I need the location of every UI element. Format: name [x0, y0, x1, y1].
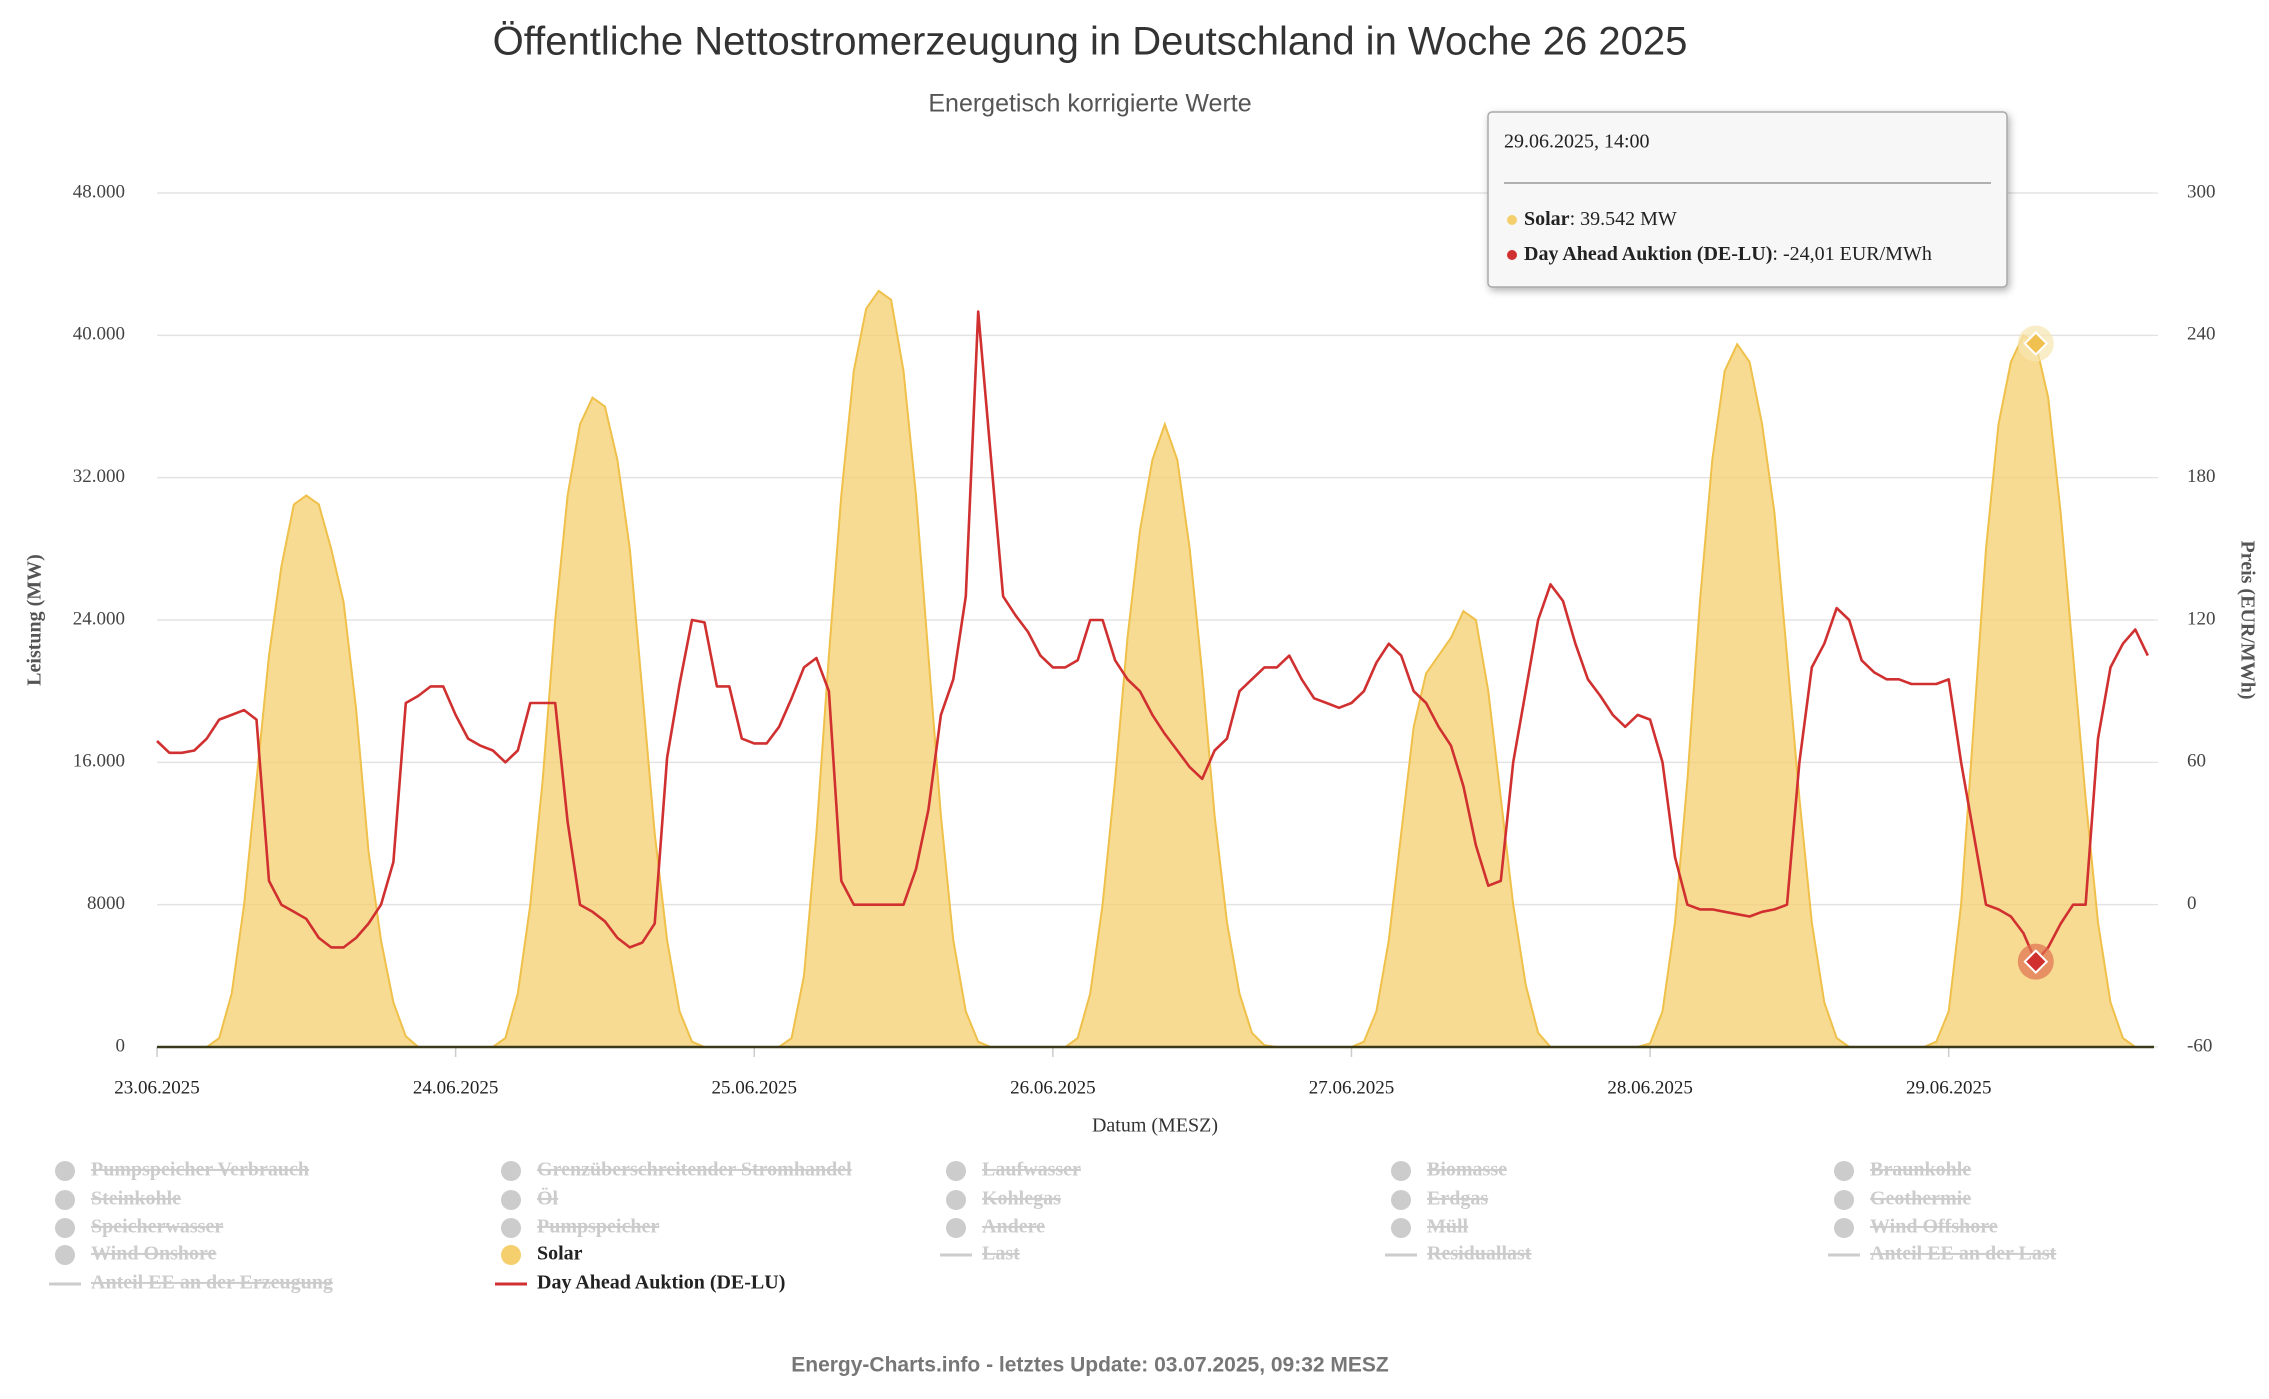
hover-marker: [2023, 331, 2049, 356]
legend-symbol[interactable]: [946, 1161, 966, 1181]
legend-symbol[interactable]: [55, 1161, 75, 1181]
legend-symbol[interactable]: [55, 1218, 75, 1238]
y-tick-label: 32.000: [73, 466, 125, 487]
y-tick-label: 24.000: [73, 608, 125, 629]
legend-symbol[interactable]: [1391, 1190, 1411, 1210]
legend-label[interactable]: Biomasse: [1427, 1159, 1507, 1181]
legend-label[interactable]: Öl: [537, 1187, 559, 1210]
legend-symbol[interactable]: [1391, 1161, 1411, 1181]
x-tick-label: 28.06.2025: [1607, 1077, 1693, 1098]
legend-label[interactable]: Wind Onshore: [91, 1243, 217, 1265]
legend-label[interactable]: Andere: [982, 1216, 1045, 1238]
legend-label[interactable]: Last: [982, 1243, 1020, 1265]
legend-symbol[interactable]: [946, 1190, 966, 1210]
legend-symbol[interactable]: [946, 1218, 966, 1238]
tooltip-dot: [1507, 250, 1517, 260]
tooltip-box: [1487, 111, 2008, 288]
legend-symbol[interactable]: [55, 1190, 75, 1210]
legend-label[interactable]: Grenzüberschreitender Stromhandel: [537, 1159, 852, 1181]
x-axis-title: Datum (MESZ): [1092, 1115, 1218, 1137]
y2-tick-label: 180: [2187, 466, 2216, 487]
legend-label[interactable]: Pumpspeicher Verbrauch: [91, 1159, 309, 1181]
legend-label[interactable]: Müll: [1427, 1216, 1469, 1238]
y2-tick-label: 240: [2187, 324, 2216, 345]
y2-tick-label: 0: [2187, 893, 2197, 914]
y-tick-label: 16.000: [73, 751, 125, 772]
legend-label[interactable]: Erdgas: [1427, 1188, 1488, 1210]
y-tick-label: 0: [116, 1035, 126, 1056]
legend-label[interactable]: Pumpspeicher: [537, 1216, 659, 1238]
x-tick-label: 25.06.2025: [711, 1077, 797, 1098]
chart-subtitle: Energetisch korrigierte Werte: [928, 90, 1251, 118]
legend-symbol[interactable]: [501, 1190, 521, 1210]
y2-tick-label: -60: [2187, 1035, 2212, 1056]
legend-label[interactable]: Laufwasser: [982, 1159, 1081, 1181]
legend-label[interactable]: Wind Offshore: [1870, 1216, 1998, 1238]
chart-title: Öffentliche Nettostromerzeugung in Deuts…: [493, 20, 1688, 64]
y2-tick-label: 120: [2187, 608, 2216, 629]
x-tick-label: 29.06.2025: [1906, 1077, 1992, 1098]
tooltip-value: : 39.542 MW: [1570, 208, 1677, 230]
legend-label[interactable]: Day Ahead Auktion (DE-LU): [537, 1272, 785, 1294]
y-tick-label: 8000: [87, 893, 125, 914]
tooltip-title: 29.06.2025, 14:00: [1504, 131, 1650, 153]
y-tick-label: 48.000: [73, 181, 125, 202]
tooltip-value: : -24,01 EUR/MWh: [1772, 243, 1931, 265]
line: [156, 310, 2149, 963]
legend-symbol[interactable]: [55, 1245, 75, 1265]
tooltip-series-name: Day Ahead Auktion (DE-LU): [1524, 243, 1772, 265]
y2-axis-title: Preis (EUR/MWh): [2236, 540, 2258, 699]
legend-label[interactable]: Anteil EE an der Erzeugung: [91, 1272, 333, 1294]
tooltip: 29.06.2025, 14:00 Solar: 39.542 MW Day Ahe…: [1487, 111, 2008, 288]
footer: Energy-Charts.info - letztes Update: 03.…: [791, 1354, 1389, 1377]
legend-label[interactable]: Residuallast: [1427, 1243, 1532, 1265]
legend-label[interactable]: Steinkohle: [91, 1188, 181, 1210]
legend-symbol[interactable]: [501, 1161, 521, 1181]
hover-marker: [2023, 949, 2049, 975]
x-tick-label: 26.06.2025: [1010, 1077, 1096, 1098]
area-fill: [157, 290, 2148, 1047]
legend-symbol[interactable]: [501, 1245, 521, 1265]
x-tick-label: 27.06.2025: [1309, 1077, 1395, 1098]
legend-label[interactable]: Braunkohle: [1870, 1159, 1971, 1181]
y-axis-title: Leistung (MW): [24, 554, 46, 686]
legend-symbol[interactable]: [1834, 1218, 1854, 1238]
tooltip-series-name: Solar: [1524, 208, 1570, 230]
tooltip-row: Day Ahead Auktion (DE-LU): -24,01 EUR/MW…: [1524, 243, 1932, 265]
legend-label[interactable]: Kohlegas: [982, 1188, 1061, 1210]
y-tick-label: 40.000: [73, 324, 125, 345]
legend-label[interactable]: Geothermie: [1870, 1188, 1971, 1210]
tooltip-row: Solar: 39.542 MW: [1524, 208, 1677, 230]
tooltip-dot: [1507, 215, 1517, 225]
legend-symbol[interactable]: [501, 1218, 521, 1238]
x-tick-label: 23.06.2025: [114, 1077, 200, 1098]
y2-tick-label: 60: [2187, 751, 2206, 772]
y2-tick-label: 300: [2187, 181, 2216, 202]
legend-symbol[interactable]: [1391, 1218, 1411, 1238]
x-tick-label: 24.06.2025: [413, 1077, 499, 1098]
legend-label[interactable]: Anteil EE an der Last: [1870, 1243, 2057, 1265]
legend-symbol[interactable]: [1834, 1190, 1854, 1210]
legend-label[interactable]: Solar: [537, 1243, 583, 1265]
legend-label[interactable]: Speicherwasser: [91, 1216, 223, 1238]
legend-symbol[interactable]: [1834, 1161, 1854, 1181]
